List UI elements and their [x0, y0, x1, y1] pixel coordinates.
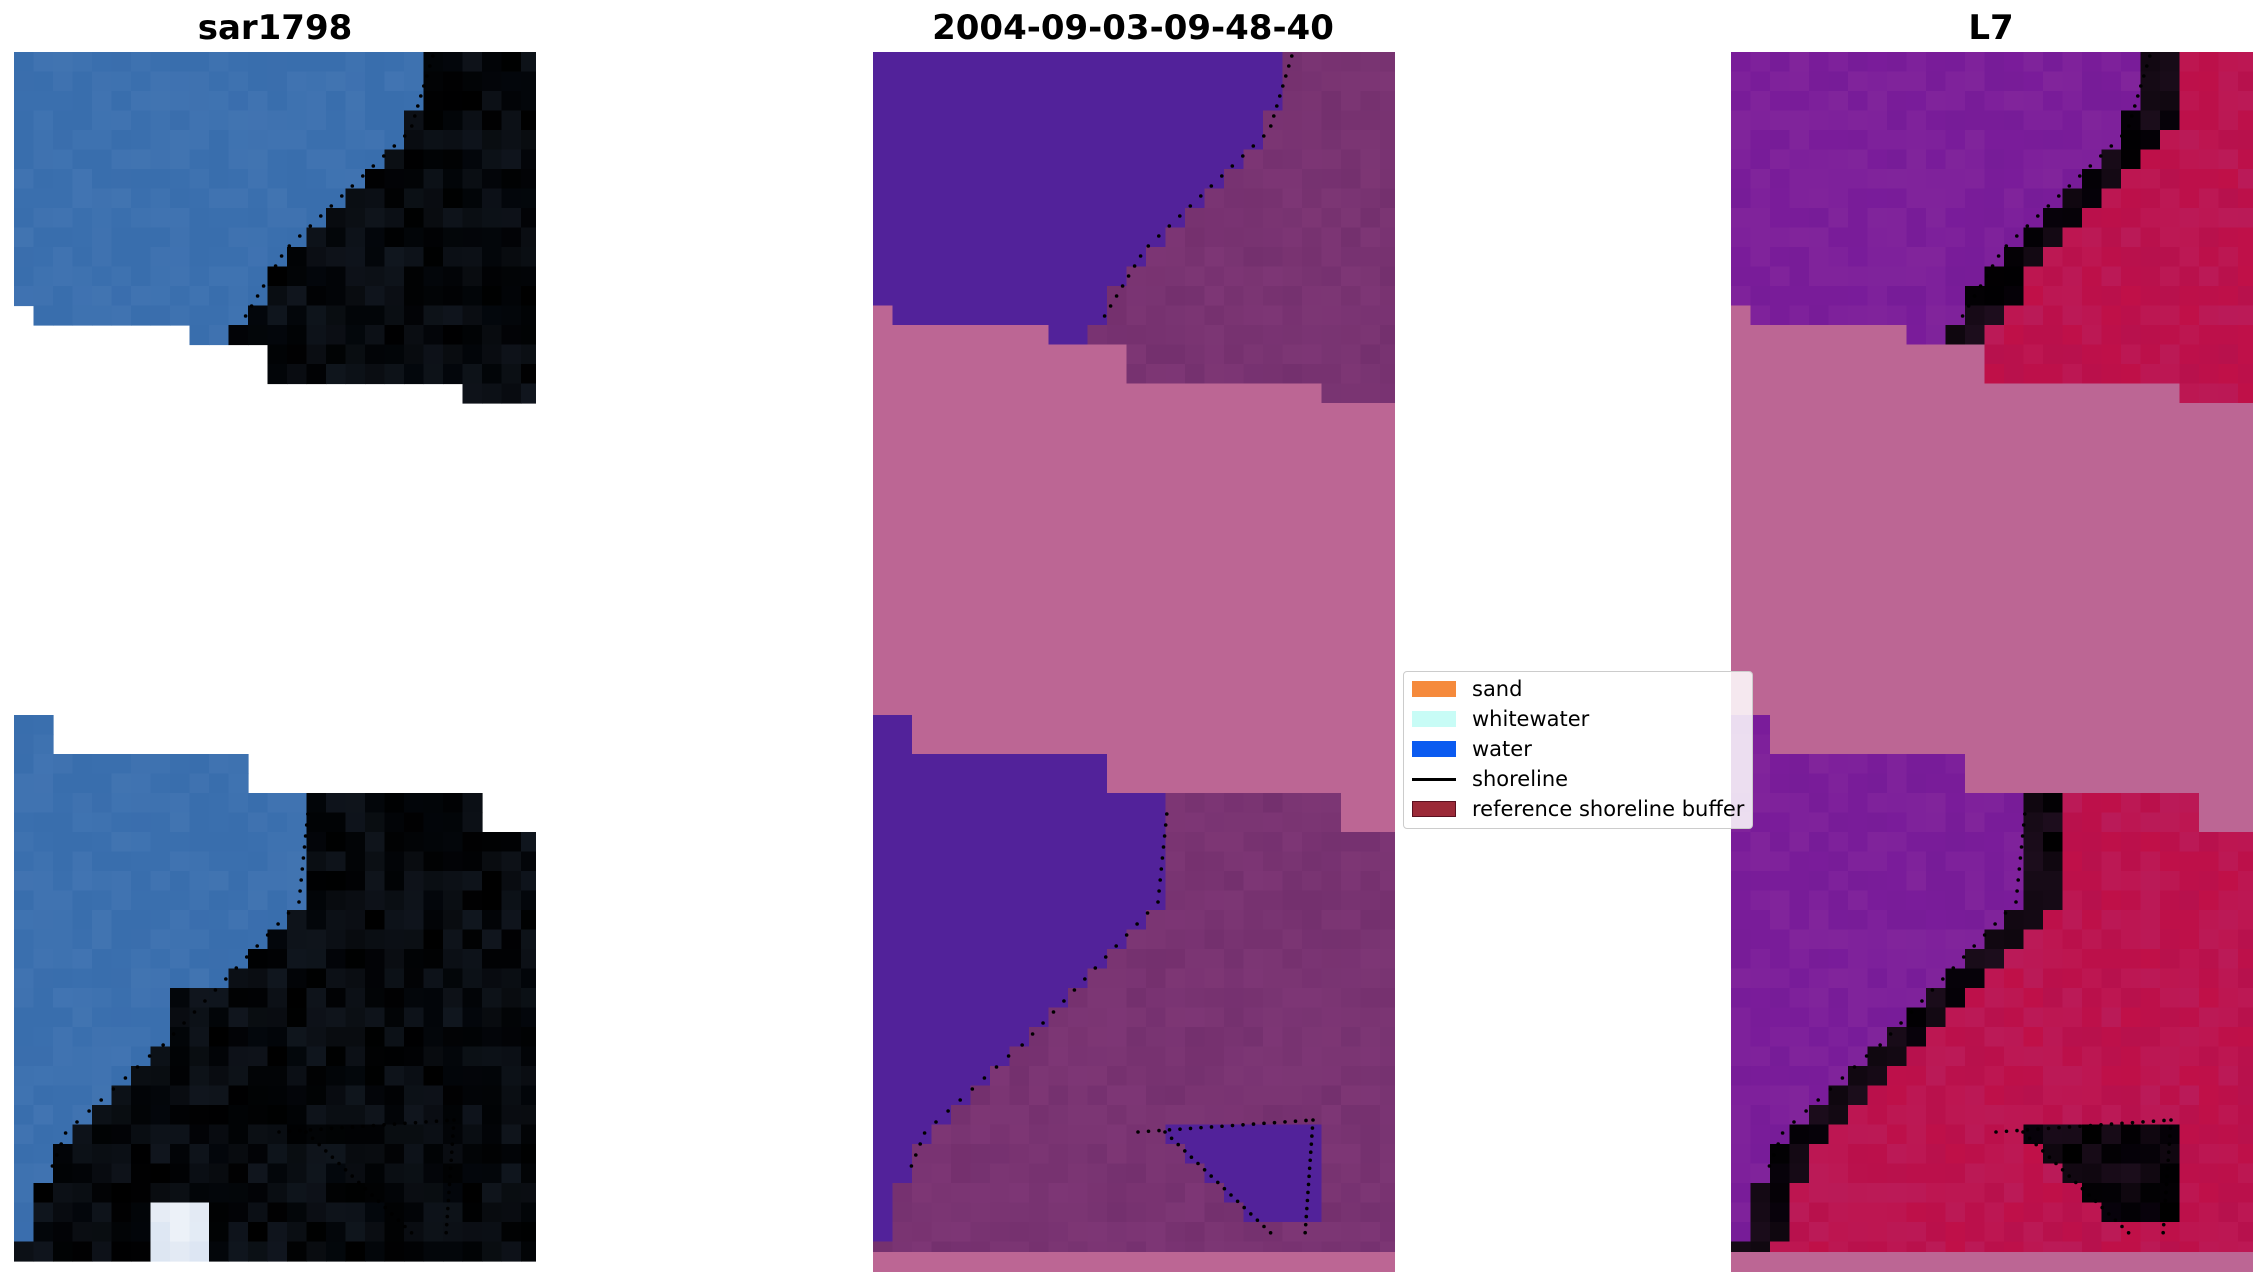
legend: sand whitewater water shoreline referenc… — [1403, 671, 1753, 829]
legend-item-buffer: reference shoreline buffer — [1412, 797, 1744, 821]
legend-item-sand: sand — [1412, 677, 1522, 701]
panel-title-index: L7 — [1968, 8, 2014, 48]
water-swatch — [1412, 741, 1456, 757]
legend-label: reference shoreline buffer — [1472, 797, 1745, 821]
classified-image — [873, 52, 1395, 1272]
whitewater-swatch — [1412, 711, 1456, 727]
sand-swatch — [1412, 681, 1456, 697]
shoreline-line-swatch — [1412, 777, 1456, 781]
legend-item-water: water — [1412, 737, 1532, 761]
sar-rgb-image — [14, 52, 536, 1272]
legend-item-whitewater: whitewater — [1412, 707, 1589, 731]
shoreline-dots — [50, 54, 456, 1235]
legend-label: sand — [1472, 677, 1523, 701]
legend-item-shoreline: shoreline — [1412, 767, 1568, 791]
legend-label: whitewater — [1472, 707, 1590, 731]
legend-label: shoreline — [1472, 767, 1569, 791]
shoreline-dots — [909, 54, 1315, 1235]
buffer-swatch — [1412, 801, 1456, 817]
legend-label: water — [1472, 737, 1532, 761]
index-image — [1731, 52, 2253, 1272]
shoreline-dots — [1767, 54, 2173, 1235]
panel-title-classified: 2004-09-03-09-48-40 — [932, 8, 1334, 48]
panel-title-sar: sar1798 — [197, 8, 353, 48]
